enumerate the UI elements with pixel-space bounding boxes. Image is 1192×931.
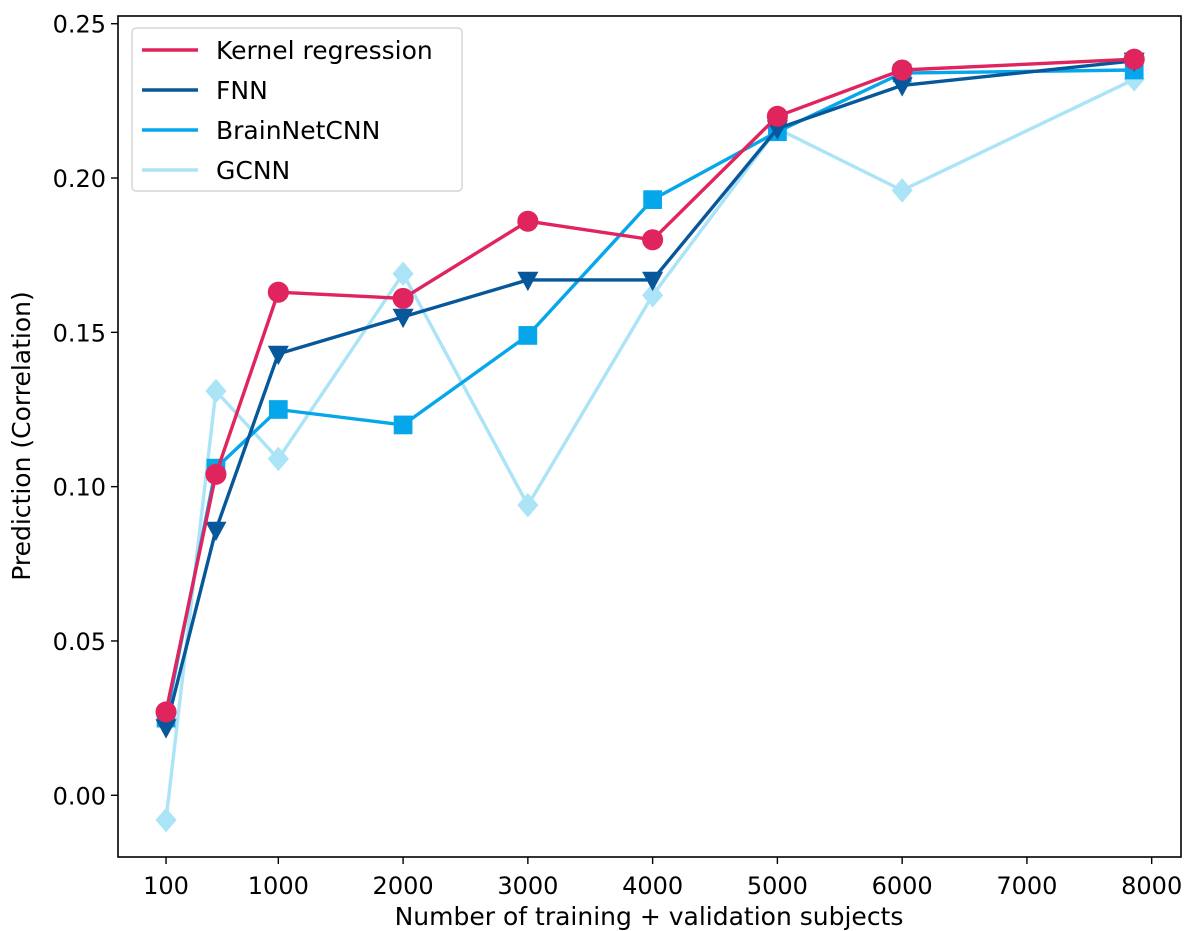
- plot-frame: [117, 15, 1182, 858]
- legend-label-brainnetcnn: BrainNetCNN: [216, 116, 380, 145]
- x-axis-title: Number of training + validation subjects: [395, 902, 904, 931]
- legend: Kernel regression FNN BrainNetCNN GCNN: [131, 27, 463, 192]
- y-tick-label: 0.25: [53, 11, 106, 39]
- data-point-brainnetcnn: [643, 190, 662, 209]
- data-point-gcnn: [205, 378, 227, 404]
- data-point-kernel-regression: [766, 105, 788, 127]
- legend-label-gcnn: GCNN: [216, 156, 290, 185]
- x-tick-label: 7000: [996, 872, 1057, 900]
- data-point-kernel-regression: [267, 281, 289, 303]
- y-axis-title: Prediction (Correlation): [7, 291, 36, 581]
- data-point-gcnn: [392, 261, 414, 286]
- y-tick-label: 0.20: [53, 165, 106, 193]
- y-tick-label: 0.05: [53, 628, 106, 656]
- legend-label-kernel-regression: Kernel regression: [216, 36, 433, 65]
- data-point-fnn: [205, 521, 227, 542]
- x-tick-label: 1000: [248, 872, 309, 900]
- data-point-kernel-regression: [205, 463, 227, 485]
- data-point-gcnn: [642, 283, 664, 308]
- data-point-fnn: [642, 271, 664, 292]
- x-tick-label: 4000: [622, 872, 683, 900]
- legend-label-fnn: FNN: [216, 76, 268, 105]
- data-point-gcnn: [155, 807, 177, 833]
- data-point-kernel-regression: [891, 59, 913, 81]
- x-tick-label: 5000: [747, 872, 808, 900]
- data-point-fnn: [267, 345, 289, 366]
- data-point-fnn: [517, 271, 539, 292]
- x-tick-label: 100: [143, 872, 189, 900]
- data-point-fnn: [891, 77, 913, 97]
- data-point-kernel-regression: [392, 287, 414, 309]
- data-point-gcnn: [891, 178, 913, 203]
- y-tick-label: 0.15: [53, 319, 106, 347]
- series-kernel-regression: [155, 48, 1145, 723]
- data-point-gcnn: [267, 446, 289, 472]
- legend-frame: [131, 27, 463, 192]
- series-layer: [155, 48, 1145, 833]
- data-point-fnn: [155, 719, 177, 739]
- data-point-kernel-regression: [155, 701, 177, 723]
- y-tick-label: 0.10: [53, 474, 106, 502]
- data-point-gcnn: [517, 492, 539, 518]
- legend-items: Kernel regression FNN BrainNetCNN GCNN: [142, 36, 433, 185]
- x-tick-label: 6000: [872, 872, 933, 900]
- x-tick-label: 2000: [373, 872, 434, 900]
- data-point-fnn: [392, 308, 414, 329]
- data-point-brainnetcnn: [393, 415, 413, 435]
- y-tick-label: 0.00: [53, 782, 106, 810]
- data-point-kernel-regression: [1123, 48, 1145, 70]
- data-point-brainnetcnn: [518, 326, 538, 345]
- data-point-kernel-regression: [642, 229, 664, 251]
- axes-layer: 100 1000 2000 3000 4000 5000 6000 7000 8000 0.00 0…: [53, 11, 1183, 900]
- data-point-brainnetcnn: [268, 400, 288, 419]
- data-point-kernel-regression: [517, 210, 539, 232]
- x-tick-label: 8000: [1121, 872, 1182, 900]
- x-tick-label: 3000: [497, 872, 558, 900]
